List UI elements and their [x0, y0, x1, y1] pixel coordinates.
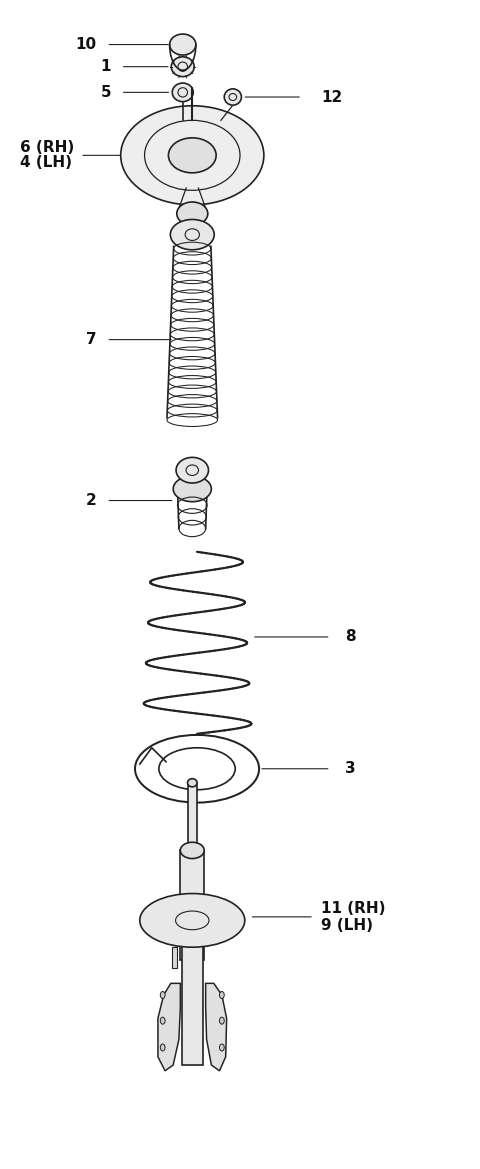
Text: 11 (RH): 11 (RH) — [321, 901, 385, 916]
FancyBboxPatch shape — [172, 947, 177, 968]
Polygon shape — [180, 850, 204, 960]
Polygon shape — [181, 941, 203, 1065]
Ellipse shape — [140, 893, 245, 947]
Ellipse shape — [177, 202, 208, 226]
Text: 3: 3 — [345, 761, 356, 776]
Ellipse shape — [219, 1044, 224, 1051]
Text: 6 (RH): 6 (RH) — [21, 139, 75, 154]
Ellipse shape — [160, 1044, 165, 1051]
Ellipse shape — [170, 220, 214, 250]
Text: 7: 7 — [86, 332, 97, 347]
Ellipse shape — [168, 138, 216, 173]
Text: 9 (LH): 9 (LH) — [321, 918, 373, 933]
Polygon shape — [188, 783, 197, 850]
Ellipse shape — [219, 1017, 224, 1024]
Ellipse shape — [169, 34, 196, 55]
Text: 5: 5 — [100, 85, 111, 99]
Ellipse shape — [160, 1017, 165, 1024]
Ellipse shape — [176, 457, 208, 483]
Ellipse shape — [171, 57, 194, 77]
Text: 1: 1 — [101, 60, 111, 74]
Ellipse shape — [224, 89, 241, 105]
Polygon shape — [205, 983, 227, 1071]
Ellipse shape — [120, 105, 264, 205]
Polygon shape — [158, 983, 180, 1071]
Ellipse shape — [219, 991, 224, 998]
Text: 4 (LH): 4 (LH) — [21, 154, 72, 170]
Text: 2: 2 — [86, 493, 97, 509]
Text: 12: 12 — [321, 90, 342, 104]
Ellipse shape — [188, 779, 197, 787]
Text: 10: 10 — [76, 37, 97, 53]
Text: 8: 8 — [345, 629, 356, 644]
Ellipse shape — [180, 842, 204, 858]
Ellipse shape — [173, 476, 211, 502]
Ellipse shape — [160, 991, 165, 998]
Ellipse shape — [172, 83, 193, 102]
